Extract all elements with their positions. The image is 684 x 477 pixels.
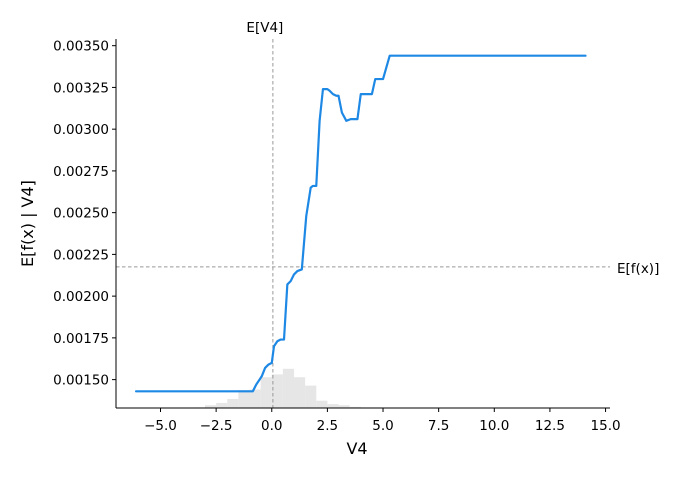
x-tick-label: 2.5 xyxy=(317,418,338,434)
labels: −5.0 −2.5 0.0 2.5 5.0 7.5 10.0 12.5 15.0 0.00150 0… xyxy=(18,20,659,458)
histogram-bar xyxy=(349,406,361,408)
x-tick-label: 12.5 xyxy=(535,418,565,434)
histogram-bar xyxy=(294,377,306,408)
y-axis-label: E[f(x) | V4] xyxy=(18,180,37,267)
histogram-bar xyxy=(327,404,339,408)
histogram-bar xyxy=(316,400,328,408)
histogram-bar xyxy=(338,405,350,408)
y-tick-label: 0.00275 xyxy=(53,164,109,180)
histogram-bar xyxy=(238,390,250,408)
histogram-bar xyxy=(227,399,239,408)
y-tick-label: 0.00325 xyxy=(53,80,109,96)
x-tick-label: 10.0 xyxy=(479,418,509,434)
y-tick-label: 0.00300 xyxy=(53,122,109,138)
axes xyxy=(112,39,610,412)
y-tick-label: 0.00350 xyxy=(53,39,109,55)
x-axis-label: V4 xyxy=(346,439,367,458)
x-tick-label: −5.0 xyxy=(144,418,177,434)
x-tick-label: 0.0 xyxy=(261,418,282,434)
feature-histogram xyxy=(193,368,395,408)
y-tick-label: 0.00200 xyxy=(53,289,109,305)
series-layer xyxy=(134,54,587,393)
expected-fx-label: E[f(x)] xyxy=(617,261,659,277)
y-tick-label: 0.00150 xyxy=(53,373,109,389)
y-tick-label: 0.00225 xyxy=(53,247,109,263)
histogram-bar xyxy=(282,368,295,408)
histogram-bar xyxy=(271,374,283,408)
x-tick-label: 7.5 xyxy=(428,418,449,434)
x-tick-label: −2.5 xyxy=(200,418,233,434)
series-line xyxy=(134,54,587,393)
y-tick-label: 0.00175 xyxy=(53,331,109,347)
histogram-bar xyxy=(305,385,317,408)
x-tick-label: 15.0 xyxy=(591,418,621,434)
histogram-bar xyxy=(249,389,261,408)
histogram-bar xyxy=(205,405,217,408)
histogram-bar xyxy=(216,402,228,408)
expected-v4-label: E[V4] xyxy=(246,20,283,36)
x-tick-label: 5.0 xyxy=(372,418,393,434)
y-tick-label: 0.00250 xyxy=(53,206,109,222)
histogram-bar xyxy=(260,377,272,408)
